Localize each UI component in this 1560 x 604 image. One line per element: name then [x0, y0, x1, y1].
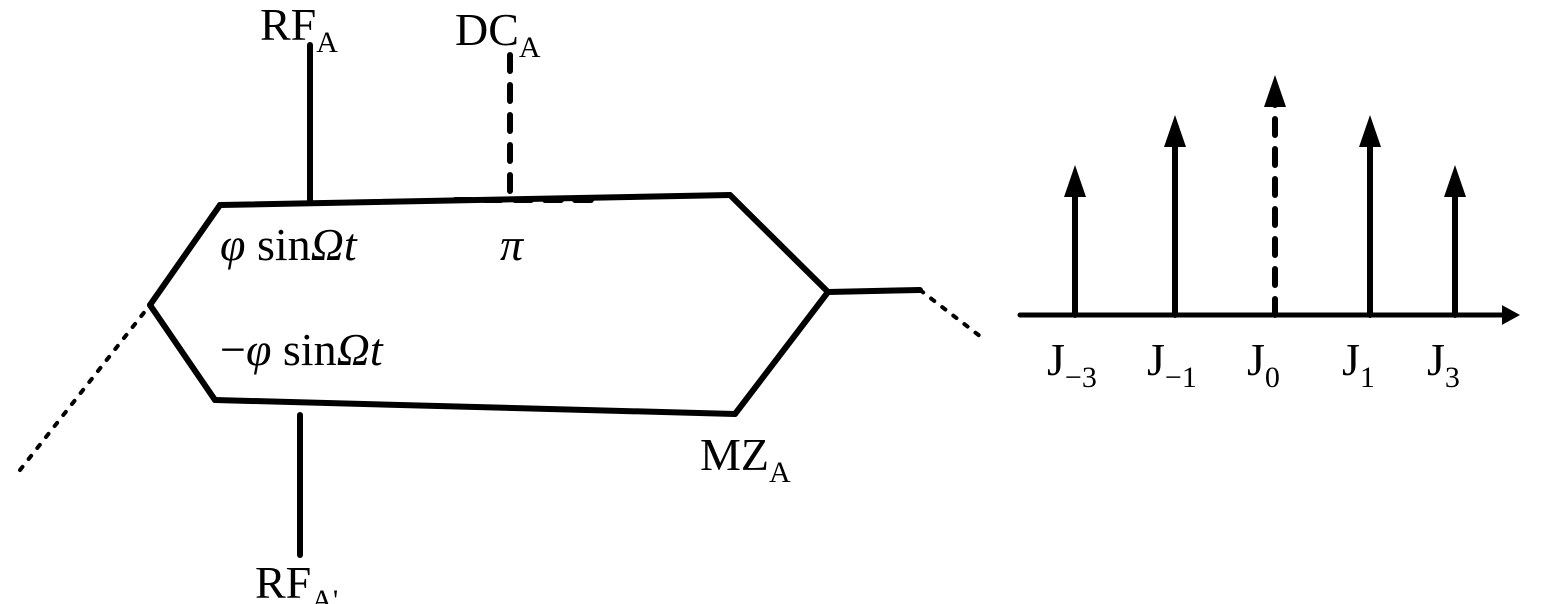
diagram-stroke — [1064, 165, 1086, 197]
diagram-stroke — [730, 195, 828, 292]
label-mz-a: MZA — [700, 429, 791, 489]
diagram-stroke — [150, 205, 220, 305]
label-j3: J3 — [1427, 334, 1460, 394]
label-j-1: J−1 — [1147, 334, 1197, 394]
diagram-stroke — [735, 292, 828, 414]
label-pi: π — [500, 219, 525, 270]
label-j1: J1 — [1342, 334, 1375, 394]
diagram-stroke — [828, 290, 920, 292]
label-phi-bot: −φ sinΩt — [220, 324, 384, 375]
diagram-stroke — [215, 400, 735, 414]
label-dc-a: DCA — [455, 4, 541, 64]
diagram-stroke — [1444, 165, 1466, 197]
label-rf-a: RFA — [260, 0, 338, 59]
diagram-stroke — [220, 195, 730, 205]
diagram-stroke — [920, 290, 985, 340]
diagram-stroke — [1164, 115, 1186, 147]
label-j0: J0 — [1247, 334, 1280, 394]
diagram-stroke — [1359, 115, 1381, 147]
diagram-stroke — [1502, 305, 1520, 325]
label-j-3: J−3 — [1047, 334, 1097, 394]
diagram-stroke — [20, 305, 150, 470]
label-phi-top: φ sinΩt — [220, 219, 358, 270]
diagram-stroke — [1264, 75, 1286, 107]
label-rf-a-prime: RFA' — [255, 557, 338, 604]
diagram-stroke — [150, 305, 215, 400]
